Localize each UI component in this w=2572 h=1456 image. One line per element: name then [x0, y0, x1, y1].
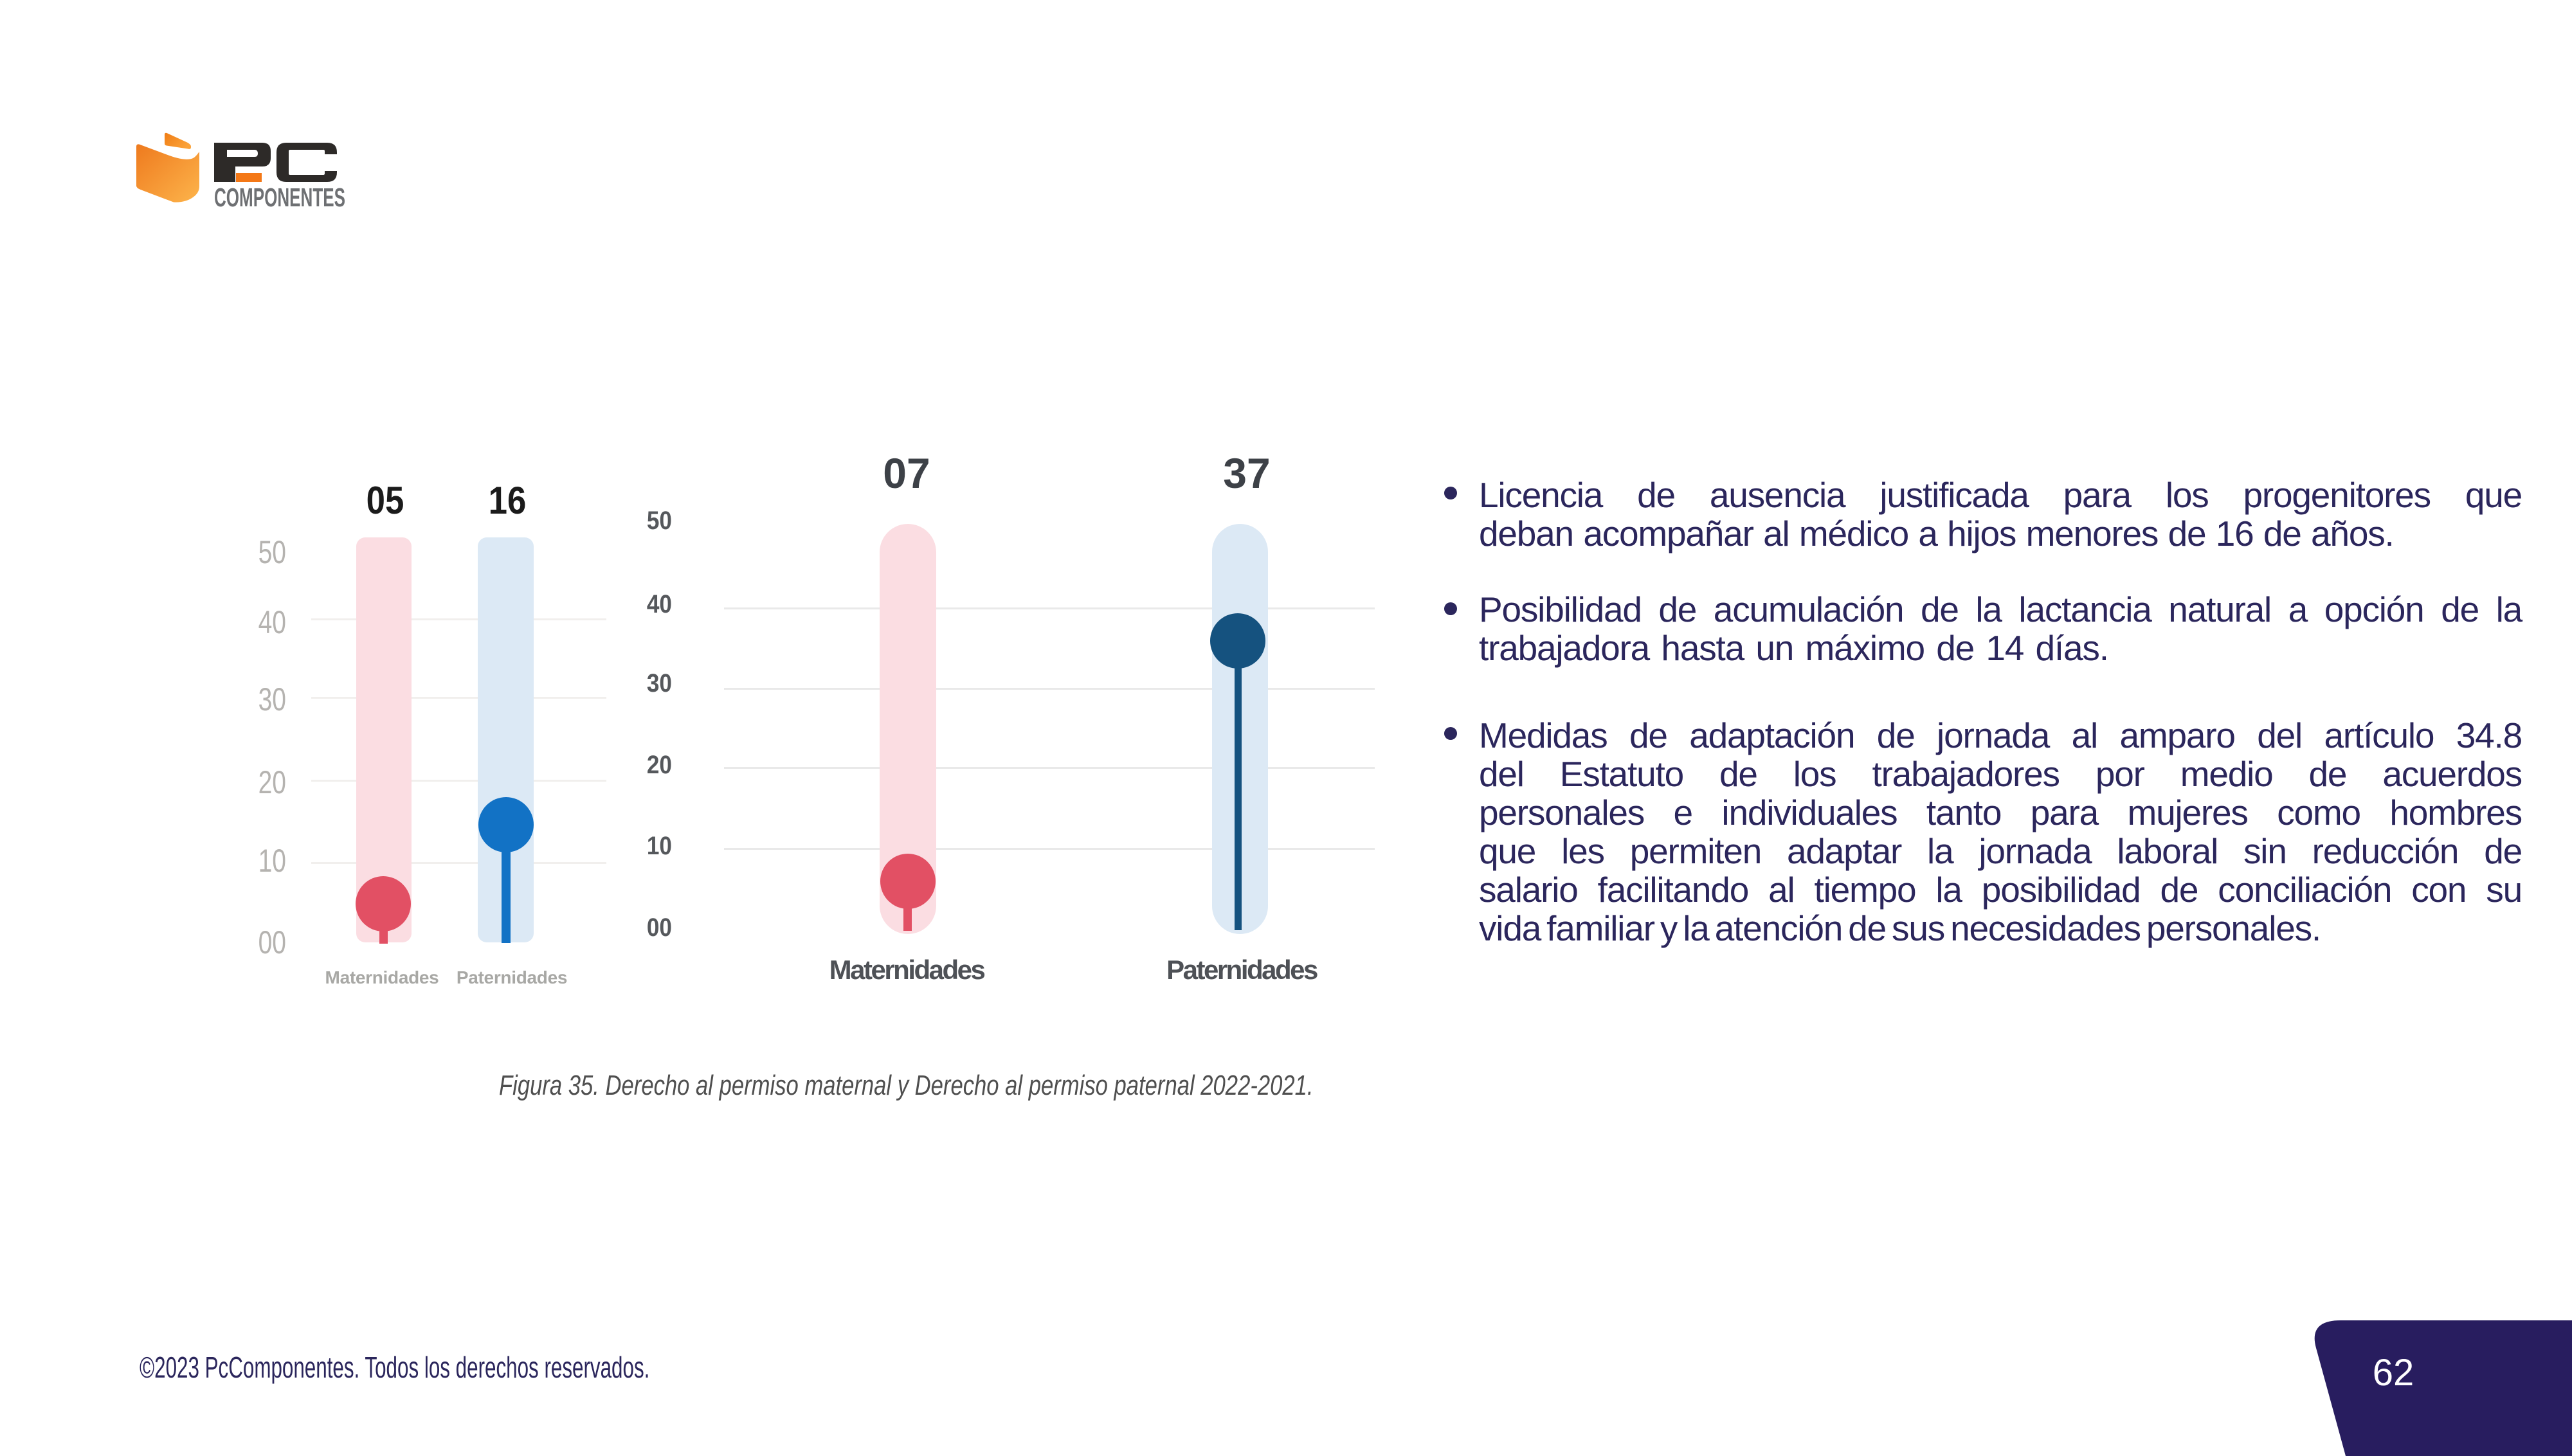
svg-text:COMPONENTES: COMPONENTES	[214, 183, 345, 212]
